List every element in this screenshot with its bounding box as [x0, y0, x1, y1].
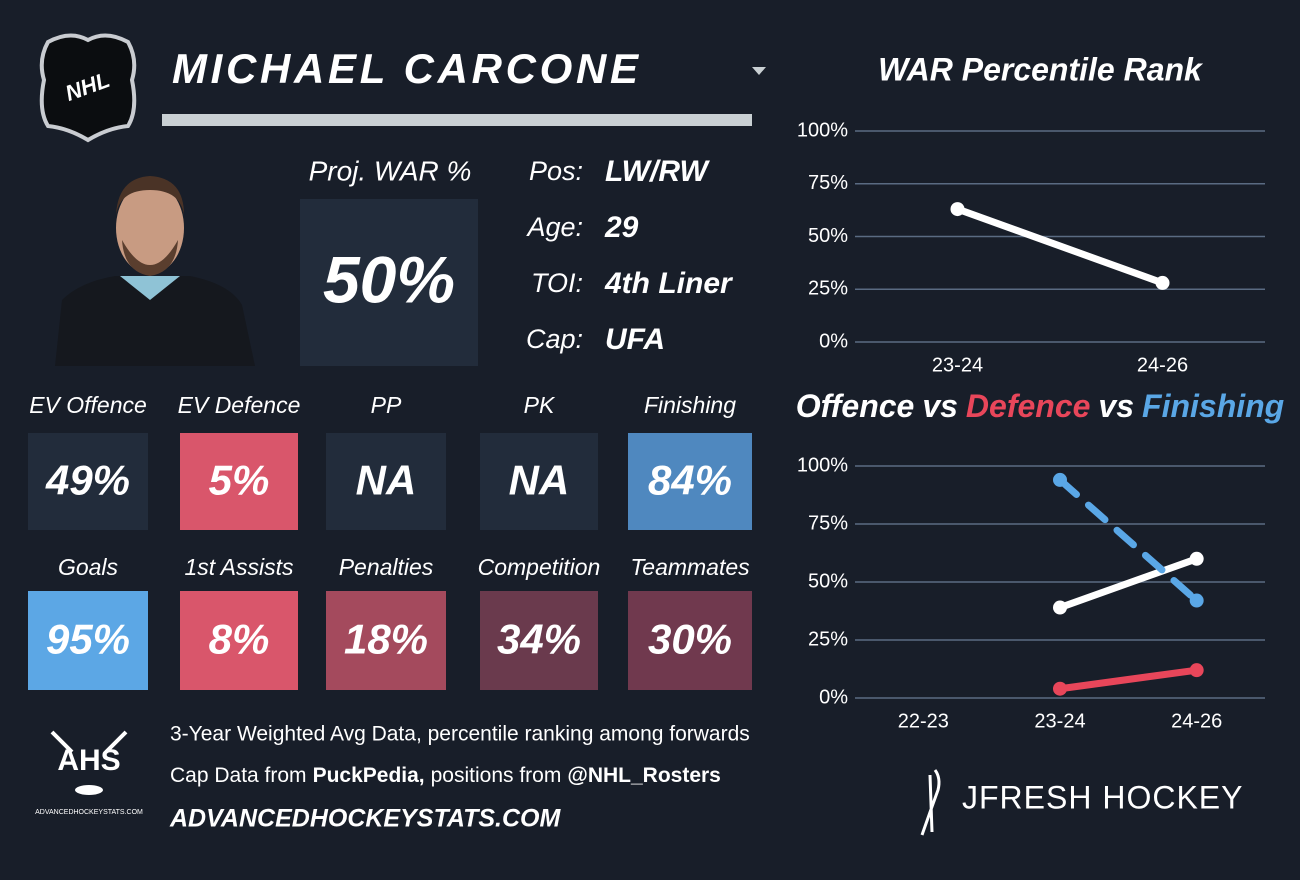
- credit-text: Cap Data from: [170, 764, 307, 787]
- x-tick-label: 23-24: [1034, 710, 1085, 732]
- tiles: EV Offence 49% EV Defence 5% PP NA PK NA Finishi…: [28, 392, 752, 690]
- tile-value: NA: [509, 457, 570, 504]
- tile-value: 84%: [648, 457, 732, 504]
- y-tick-label: 25%: [808, 278, 848, 300]
- tile-box: [326, 591, 446, 690]
- legend-entry: Offence: [796, 388, 915, 424]
- y-tick-label: 75%: [808, 512, 848, 534]
- y-tick-label: 100%: [797, 454, 848, 476]
- tile-label: 1st Assists: [184, 554, 294, 580]
- data-point: [1053, 681, 1067, 696]
- tile-value: NA: [356, 457, 417, 504]
- tile-box: [480, 591, 598, 690]
- data-point: [1053, 472, 1067, 487]
- dropdown-arrow[interactable]: [752, 67, 766, 75]
- y-tick-label: 50%: [808, 225, 848, 247]
- tile-label: Penalties: [339, 554, 434, 580]
- tile-value: 49%: [45, 457, 130, 504]
- tile-label: PK: [524, 392, 556, 418]
- projection-box: [300, 199, 478, 366]
- ahs-logo: AHS ADVANCEDHOCKEYSTATS.COM: [35, 730, 143, 816]
- name-underline: [162, 114, 752, 126]
- brand-text: JFRESH HOCKEY: [962, 779, 1243, 815]
- credit-source: PuckPedia,: [313, 764, 425, 787]
- bio-value: 29: [604, 211, 639, 244]
- bio-value: 4th Liner: [604, 267, 734, 300]
- data-point: [1053, 600, 1067, 615]
- bio-label: Age:: [525, 212, 583, 242]
- projection-label: Proj. WAR %: [309, 155, 472, 186]
- y-tick-label: 25%: [808, 628, 848, 650]
- data-line: [1056, 476, 1201, 605]
- bio-value: LW/RW: [605, 155, 710, 188]
- tile-label: EV Defence: [178, 392, 301, 418]
- data-point: [1189, 593, 1204, 608]
- bio-label: Cap:: [526, 324, 583, 354]
- site-url: ADVANCEDHOCKEYSTATS.COM: [169, 805, 561, 833]
- data-note: 3-Year Weighted Avg Data, percentile ran…: [170, 723, 750, 746]
- legend-entry: Defence: [966, 388, 1091, 424]
- tile-label: Teammates: [630, 554, 750, 580]
- tile-value: 34%: [497, 616, 581, 663]
- nhl-logo: NHL: [39, 33, 137, 143]
- data-line: [1056, 555, 1201, 612]
- tile-value: 8%: [209, 616, 270, 663]
- y-tick-label: 75%: [808, 172, 848, 194]
- data-point: [1189, 663, 1204, 678]
- y-tick-label: 0%: [819, 330, 848, 352]
- legend-separator: vs: [922, 388, 958, 424]
- ahs-text: AHS: [57, 744, 120, 777]
- credit-source: @NHL_Rosters: [567, 764, 721, 787]
- bio: Pos: LW/RW Age: 29 TOI: 4th Liner Cap: UFA: [525, 155, 734, 356]
- y-tick-label: 0%: [819, 686, 848, 708]
- chart-title: WAR Percentile Rank: [878, 51, 1204, 87]
- credit-text: positions from: [431, 764, 562, 787]
- data-point: [1189, 551, 1204, 566]
- tile-value: 18%: [344, 616, 428, 663]
- y-tick-label: 100%: [797, 119, 848, 141]
- jfresh-logo: JFRESH HOCKEY: [920, 769, 1243, 836]
- x-tick-label: 22-23: [898, 710, 949, 732]
- tile-label: Competition: [478, 554, 601, 580]
- x-tick-label: 24-26: [1171, 710, 1222, 732]
- data-line: [1056, 666, 1201, 693]
- player-name: MICHAEL CARCONE: [172, 45, 640, 92]
- legend-title: Offence vs Defence vs Finishing: [796, 388, 1284, 424]
- tile-value: 95%: [46, 616, 130, 663]
- tile-label: PP: [371, 392, 402, 418]
- tile-box: [180, 433, 298, 530]
- credits: Cap Data from PuckPedia, positions from @NH…: [170, 764, 721, 787]
- tile-box: [28, 433, 148, 530]
- tile-value: 5%: [209, 457, 270, 504]
- y-tick-label: 50%: [808, 570, 848, 592]
- data-point: [1155, 275, 1170, 290]
- bio-label: TOI:: [531, 268, 583, 298]
- x-tick-label: 24-26: [1137, 354, 1188, 376]
- charts: 0% 25% 50% 75% 100% 23-24 24-26 WAR Percentile …: [796, 51, 1284, 732]
- tile-value: 30%: [648, 616, 732, 663]
- tile-label: EV Offence: [29, 392, 147, 418]
- tile-box: [326, 433, 446, 530]
- tile-box: [180, 591, 298, 690]
- tile-box: [480, 433, 598, 530]
- tile-box: [628, 433, 752, 530]
- tile-box: [628, 591, 752, 690]
- legend-separator: vs: [1098, 388, 1134, 424]
- ahs-caption: ADVANCEDHOCKEYSTATS.COM: [35, 809, 143, 816]
- player-photo: [55, 176, 255, 366]
- legend-entry: Finishing: [1142, 388, 1284, 424]
- data-point: [950, 202, 965, 217]
- data-line: [954, 205, 1166, 287]
- projection-value: 50%: [323, 242, 455, 316]
- bio-value: UFA: [605, 323, 665, 356]
- x-tick-label: 23-24: [932, 354, 983, 376]
- bio-label: Pos:: [529, 156, 583, 186]
- tile-label: Goals: [58, 554, 119, 580]
- tile-label: Finishing: [644, 392, 736, 418]
- tile-box: [28, 591, 148, 690]
